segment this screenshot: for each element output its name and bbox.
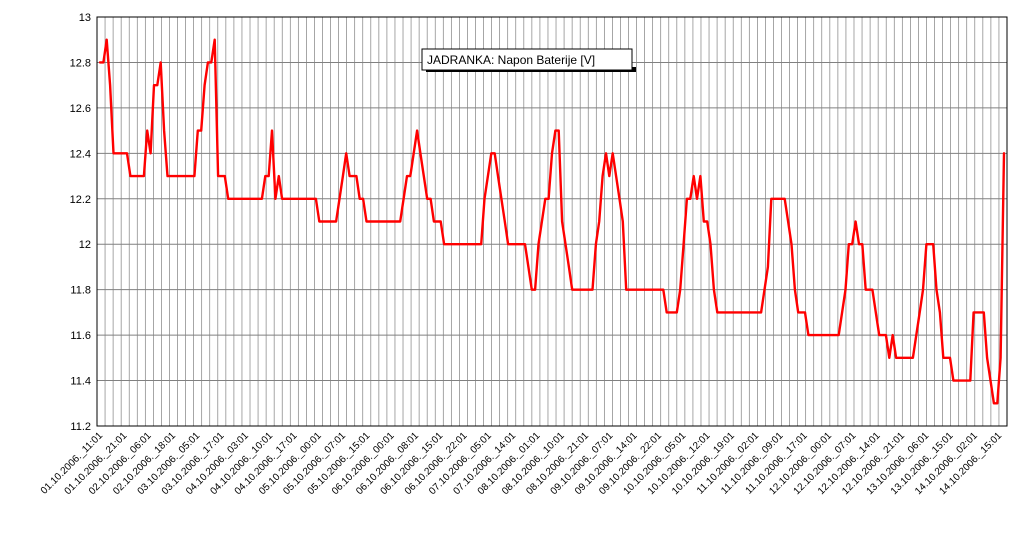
x-axis-tick-labels: 01.10.2006._11:0101.10.2006._21:0102.10.…	[39, 430, 1005, 497]
horizontal-gridlines	[97, 16, 1007, 427]
y-tick-label: 12.2	[70, 194, 91, 206]
y-axis-tick-labels: 13 12.8 12.6 12.4 12.2 12 11.8 11.6 11.4 11.2	[70, 12, 91, 433]
chart-title-box: JADRANKA: Napon Baterije [V]	[421, 48, 636, 72]
y-tick-label: 11.8	[70, 285, 91, 297]
y-tick-label: 11.6	[70, 330, 91, 342]
y-tick-label: 13	[79, 12, 91, 24]
y-tick-label: 12	[79, 239, 91, 251]
vertical-gridlines	[104, 17, 1000, 426]
y-tick-label: 11.4	[70, 376, 91, 388]
plot-area-frame	[96, 16, 1008, 427]
title-box-background	[421, 48, 633, 71]
y-tick-label: 12.8	[70, 57, 91, 69]
y-tick-label: 11.2	[70, 421, 91, 433]
y-tick-label: 12.6	[70, 103, 91, 115]
chart-title: JADRANKA: Napon Baterije [V]	[427, 53, 595, 67]
y-tick-label: 12.4	[70, 148, 91, 160]
series-line-battery-voltage	[98, 38, 1006, 405]
